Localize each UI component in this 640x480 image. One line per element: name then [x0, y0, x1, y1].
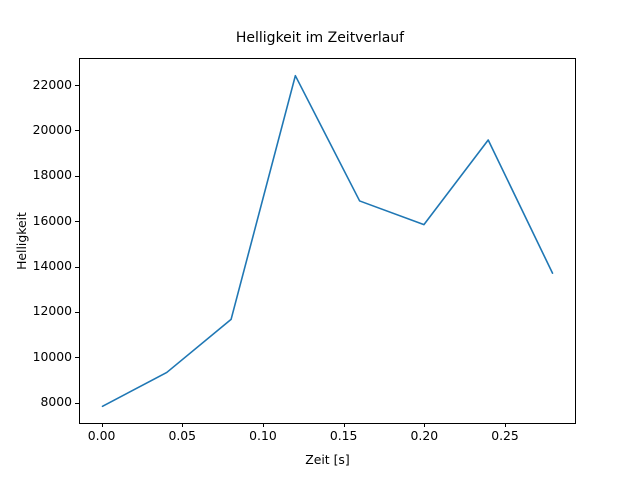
- y-tick-mark: [75, 130, 79, 132]
- y-axis-tick-labels: 8000 10000 12000 14000 16000 18000 20000 22000: [0, 0, 72, 480]
- y-tick-mark: [75, 402, 79, 404]
- y-tick-label: 8000: [40, 394, 72, 410]
- x-tick-mark: [101, 423, 103, 427]
- y-tick-label: 12000: [32, 303, 72, 319]
- x-tick-label: 0.15: [329, 428, 358, 443]
- x-tick-label: 0.20: [410, 428, 439, 443]
- series-line-helligkeit: [101, 74, 554, 408]
- y-axis-label: Helligkeit: [14, 212, 29, 270]
- y-tick-label: 18000: [32, 167, 72, 183]
- y-tick-label: 20000: [32, 121, 72, 137]
- y-tick-mark: [75, 221, 79, 223]
- y-tick-mark: [75, 266, 79, 268]
- x-tick-mark: [343, 423, 345, 427]
- y-tick-mark: [75, 85, 79, 87]
- y-tick-mark: [75, 175, 79, 177]
- x-tick-mark: [424, 423, 426, 427]
- y-tick-mark: [75, 311, 79, 313]
- x-tick-label: 0.25: [491, 428, 519, 443]
- plot-area: [79, 58, 576, 424]
- x-tick-mark: [262, 423, 265, 427]
- data-line-series: [101, 74, 554, 408]
- x-tick-mark: [505, 423, 507, 427]
- x-tick-label: 0.00: [87, 428, 116, 443]
- y-tick-label: 16000: [32, 212, 72, 228]
- x-tick-label: 0.10: [249, 428, 277, 443]
- y-tick-label: 10000: [32, 348, 72, 364]
- y-tick-mark: [75, 357, 79, 359]
- x-axis-label: Zeit [s]: [305, 452, 350, 467]
- x-tick-mark: [182, 423, 184, 427]
- y-tick-label: 14000: [32, 258, 72, 274]
- x-tick-label: 0.05: [168, 428, 197, 443]
- y-tick-label: 22000: [32, 76, 72, 92]
- x-axis-tick-labels: 0.00 0.05 0.10 0.15 0.20 0.25: [0, 428, 640, 450]
- chart-title: Helligkeit im Zeitverlauf: [235, 30, 405, 46]
